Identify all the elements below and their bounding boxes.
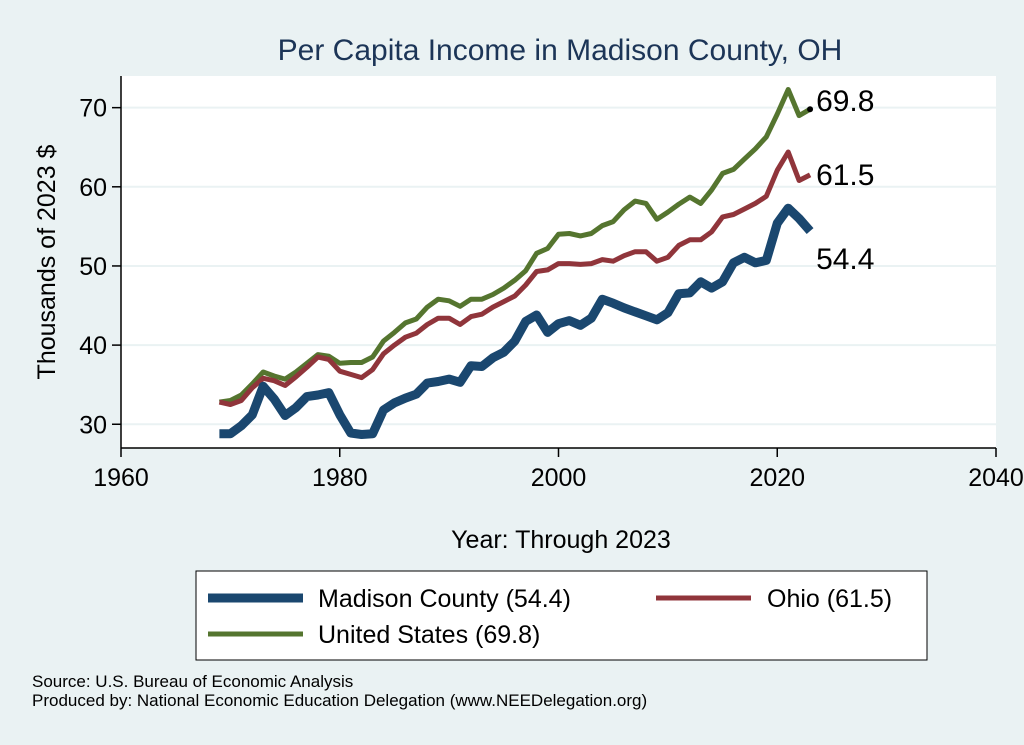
y-axis-label: Thousands of 2023 $ xyxy=(33,144,61,379)
y-tick-label-70: 70 xyxy=(79,95,107,123)
x-tick-label-1960: 1960 xyxy=(93,464,149,492)
x-tick-label-2040: 2040 xyxy=(968,464,1024,492)
series-line-ohio xyxy=(218,149,812,407)
chart-title: Per Capita Income in Madison County, OH xyxy=(278,34,843,67)
y-tick-label-60: 60 xyxy=(79,174,107,202)
end-label-united-states: 69.8 xyxy=(816,85,874,118)
producer-note: Produced by: National Economic Education… xyxy=(32,691,648,710)
x-tick-label-2020: 2020 xyxy=(749,464,805,492)
legend: Madison County (54.4) Ohio (61.5) United… xyxy=(195,570,928,661)
y-tick-label-40: 40 xyxy=(79,332,107,360)
legend-label-madison: Madison County (54.4) xyxy=(318,585,571,613)
legend-label-us: United States (69.8) xyxy=(318,621,540,649)
x-tick-label-2000: 2000 xyxy=(531,464,587,492)
series-group xyxy=(218,87,814,439)
legend-label-ohio: Ohio (61.5) xyxy=(767,585,892,613)
end-marker-united-states xyxy=(807,106,814,113)
legend-box xyxy=(195,570,928,661)
source-note: Source: U.S. Bureau of Economic Analysis xyxy=(32,672,354,691)
y-axis: 30 40 50 60 70 xyxy=(79,76,122,448)
x-axis: 1960 1980 2000 2020 2040 xyxy=(93,447,1024,492)
y-tick-label-30: 30 xyxy=(79,411,107,439)
x-tick-label-1980: 1980 xyxy=(312,464,368,492)
end-label-ohio: 61.5 xyxy=(816,159,874,192)
series-line-madison-county xyxy=(219,203,814,439)
end-labels: 54.4 61.5 69.8 xyxy=(807,85,874,276)
end-label-madison-county: 54.4 xyxy=(816,243,874,276)
x-axis-label: Year: Through 2023 xyxy=(451,526,671,554)
y-tick-label-50: 50 xyxy=(79,253,107,281)
